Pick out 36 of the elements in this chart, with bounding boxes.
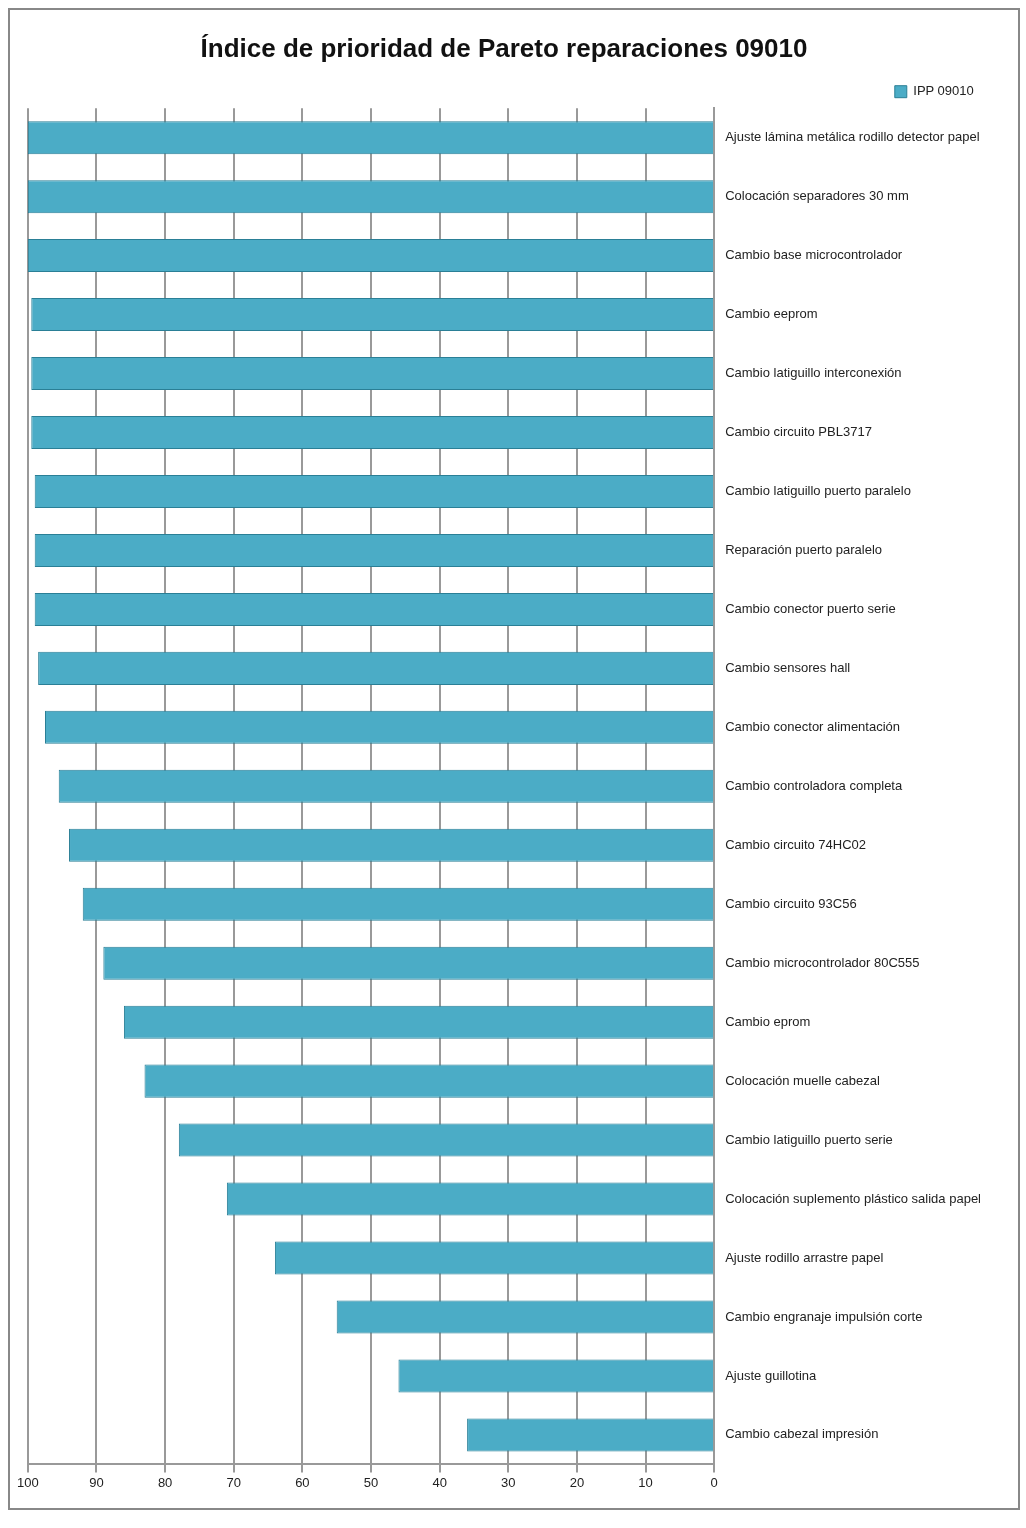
y-tick-label: Cambio eprom xyxy=(725,1013,811,1029)
x-tick-label: 70 xyxy=(226,1474,241,1490)
legend-label: IPP 09010 xyxy=(913,83,974,99)
x-tick-label: 30 xyxy=(501,1474,516,1490)
y-tick-label: Cambio conector puerto serie xyxy=(725,600,896,616)
y-tick-label: Cambio latiguillo puerto serie xyxy=(725,1131,893,1147)
y-tick-label: Cambio microcontrolador 80C555 xyxy=(725,954,920,970)
y-tick-label: Ajuste rodillo arrastre papel xyxy=(725,1249,884,1265)
y-tick-label: Cambio latiguillo puerto paralelo xyxy=(725,483,911,499)
x-tick-label: 50 xyxy=(363,1474,379,1490)
y-tick-label: Cambio sensores hall xyxy=(725,659,851,675)
y-tick-label: Ajuste guillotina xyxy=(725,1367,817,1383)
y-tick-label: Ajuste lámina metálica rodillo detector papel xyxy=(725,129,980,145)
y-tick-label: Cambio engranaje impulsión corte xyxy=(725,1308,923,1324)
x-tick-label: 40 xyxy=(432,1474,447,1490)
y-tick-label: Cambio cabezal impresión xyxy=(725,1426,879,1442)
x-tick-label: 0 xyxy=(710,1474,718,1490)
y-tick-label: Colocación muelle cabezal xyxy=(725,1072,880,1088)
y-tick-label: Cambio circuito 93C56 xyxy=(725,895,857,911)
x-tick-label: 60 xyxy=(295,1474,310,1490)
y-tick-label: Reparación puerto paralelo xyxy=(725,542,882,558)
y-tick-label: Cambio eeprom xyxy=(725,306,818,322)
x-tick-label: 10 xyxy=(638,1474,653,1490)
y-tick-label: Cambio conector alimentación xyxy=(725,718,901,734)
x-tick-label: 80 xyxy=(157,1474,173,1490)
y-tick-label: Cambio controladora completa xyxy=(725,777,903,793)
y-tick-label: Cambio latiguillo interconexión xyxy=(725,365,902,381)
y-tick-label: Colocación suplemento plástico salida papel xyxy=(725,1190,982,1206)
y-tick-label: Cambio circuito 74HC02 xyxy=(725,836,867,852)
x-tick-label: 20 xyxy=(569,1474,585,1490)
y-tick-label: Cambio circuito PBL3717 xyxy=(725,424,872,440)
x-tick-label: 100 xyxy=(16,1474,39,1490)
x-tick-label: 90 xyxy=(89,1474,104,1490)
y-tick-label: Colocación separadores 30 mm xyxy=(725,188,909,204)
chart-title: Índice de prioridad de Pareto reparaciones 09010 xyxy=(200,32,808,63)
y-tick-label: Cambio base microcontrolador xyxy=(725,247,903,263)
